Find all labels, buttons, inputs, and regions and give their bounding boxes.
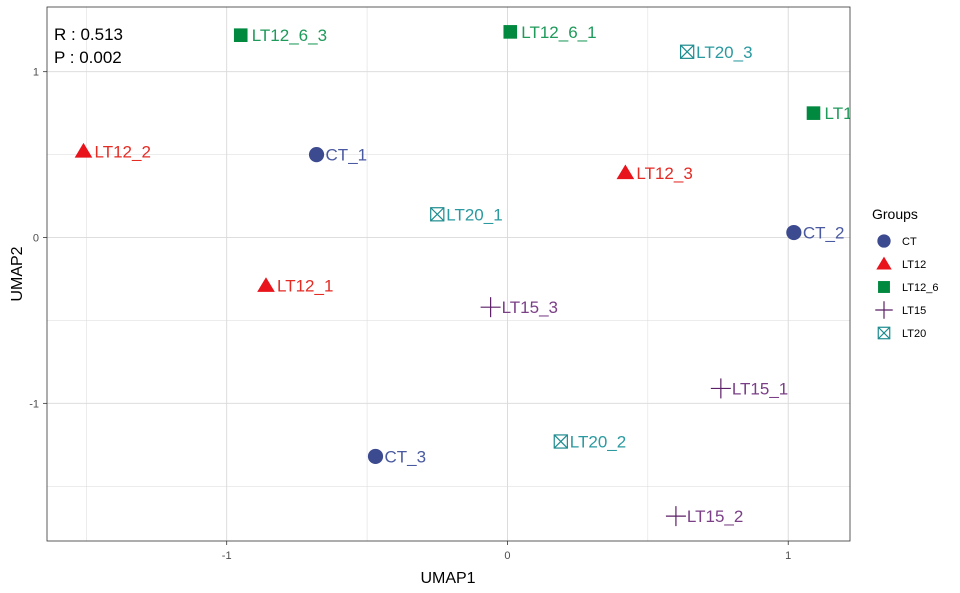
legend-key-boxx (877, 326, 891, 340)
point-label: CT_2 (803, 224, 845, 243)
legend-item-lt12: LT12 (876, 256, 926, 271)
x-tick-label: 1 (785, 550, 791, 562)
plot-border (46, 6, 851, 542)
x-axis-title: UMAP1 (420, 570, 475, 587)
stat-p-annotation: P : 0.002 (54, 48, 122, 67)
point-ct-3 (367, 448, 384, 465)
legend-label: LT15 (902, 305, 926, 317)
legend-key-circle (877, 234, 891, 248)
point-label: LT15_2 (687, 507, 743, 526)
legend-key-square (878, 281, 890, 293)
x-tick-label: -1 (222, 550, 232, 562)
legend: Groups CT LT12 LT12_6 LT15 LT20 (872, 206, 939, 340)
legend-item-ct: CT (877, 234, 917, 248)
point-lt20-2 (553, 434, 568, 449)
legend-label: LT12 (902, 259, 926, 271)
point-label: LT12_3 (636, 164, 692, 183)
y-tick-label: -1 (29, 398, 39, 410)
legend-label: LT12_6 (902, 282, 939, 294)
point-lt15-1 (710, 378, 731, 399)
legend-key-triangle (876, 256, 892, 270)
y-tick-label: 1 (33, 67, 39, 79)
point-label: LT12_2 (95, 142, 151, 161)
legend-item-lt20: LT20 (877, 326, 926, 340)
point-label: LT15_3 (502, 298, 558, 317)
point-lt20-1 (430, 207, 445, 222)
point-label: LT20_3 (696, 43, 752, 62)
legend-label: CT (902, 236, 917, 248)
point-lt15-2 (665, 506, 686, 527)
legend-item-lt12-6: LT12_6 (878, 281, 939, 294)
point-lt12-1 (257, 277, 275, 292)
point-lt15-3 (480, 297, 501, 318)
point-label: CT_1 (326, 146, 368, 165)
axes: -1 0 1 -1 0 1 (29, 67, 791, 562)
legend-key-plus (875, 301, 893, 319)
y-axis-title: UMAP2 (9, 246, 26, 301)
legend-title: Groups (872, 206, 918, 222)
point-ct-1 (308, 146, 325, 163)
point-label: LT12_6_3 (252, 26, 327, 45)
point-label: LT12_6_1 (521, 23, 596, 42)
point-label: LT12_1 (277, 277, 333, 296)
legend-item-lt15: LT15 (875, 301, 926, 319)
stat-r-annotation: R : 0.513 (54, 25, 123, 44)
point-ct-2 (786, 224, 802, 241)
point-label: LT15_1 (732, 379, 788, 398)
plot-panel (47, 7, 850, 541)
x-tick-label: 0 (504, 550, 510, 562)
y-tick-label: 0 (33, 233, 39, 245)
point-lt20-3 (679, 44, 695, 59)
grid-lines (47, 7, 850, 541)
point-lt12-6-3 (233, 28, 248, 42)
legend-label: LT20 (902, 328, 926, 340)
point-lt12-3 (616, 164, 635, 180)
point-label: CT_3 (385, 447, 427, 466)
point-lt12-6-2 (806, 106, 821, 120)
point-label: LT12_6_2 (825, 104, 900, 123)
points-layer: CT_1 CT_2 CT_3 LT12_1 LT12_2 LT12_3 LT12_6_1 LT… (74, 23, 900, 527)
point-lt12-6-1 (503, 25, 518, 39)
point-lt12-2 (74, 142, 93, 158)
point-label: LT20_1 (446, 205, 502, 224)
point-label: LT20_2 (570, 432, 626, 451)
